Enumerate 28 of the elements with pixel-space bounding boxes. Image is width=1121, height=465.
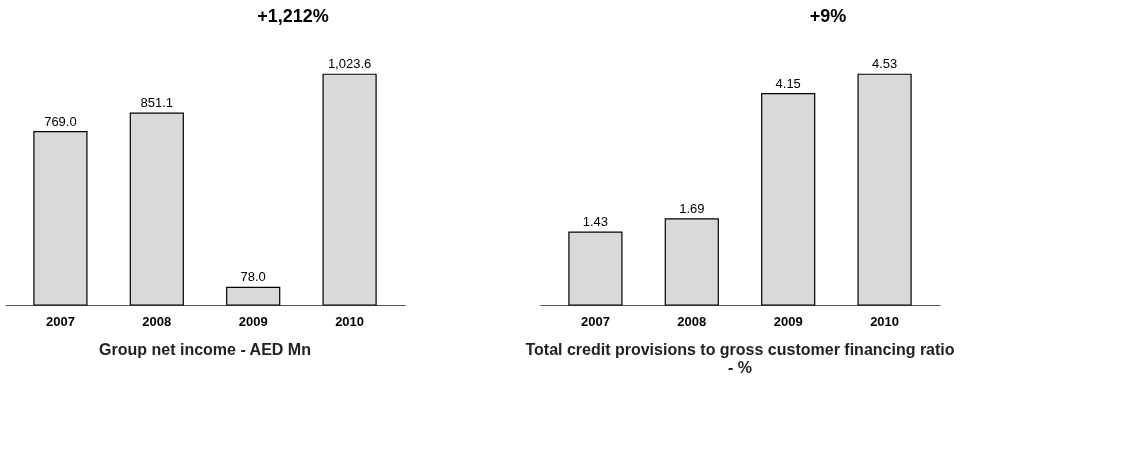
x-tick-label: 2007 [45,313,75,329]
data-label: 4.53 [871,56,898,72]
bar [226,286,281,306]
data-label: 78.0 [240,269,266,285]
x-tick-label: 2009 [773,313,803,329]
x-tick-label: 2008 [677,313,707,329]
bar [322,73,377,306]
bar [33,131,88,306]
text: +9% [809,6,847,26]
data-label: 4.15 [775,75,801,91]
bar [857,73,912,306]
data-label: 1.43 [582,214,609,230]
x-tick-label: 2010 [335,313,365,329]
data-label: 769.0 [44,113,77,129]
data-label: 851.1 [140,95,174,111]
data-label: 1,023.6 [327,56,372,72]
bar [664,218,719,306]
bar [568,231,623,306]
text: +1,212% [257,6,329,26]
bar [761,92,816,306]
x-tick-label: 2009 [238,313,268,329]
data-label: 1.69 [679,200,705,216]
x-tick-label: 2010 [870,313,900,329]
text: Group net income - AED Mn [99,341,311,358]
bar [129,112,184,306]
x-tick-label: 2007 [580,313,610,329]
text: Total credit provisions to gross customer financing ratio - % [525,341,955,376]
x-tick-label: 2008 [142,313,172,329]
